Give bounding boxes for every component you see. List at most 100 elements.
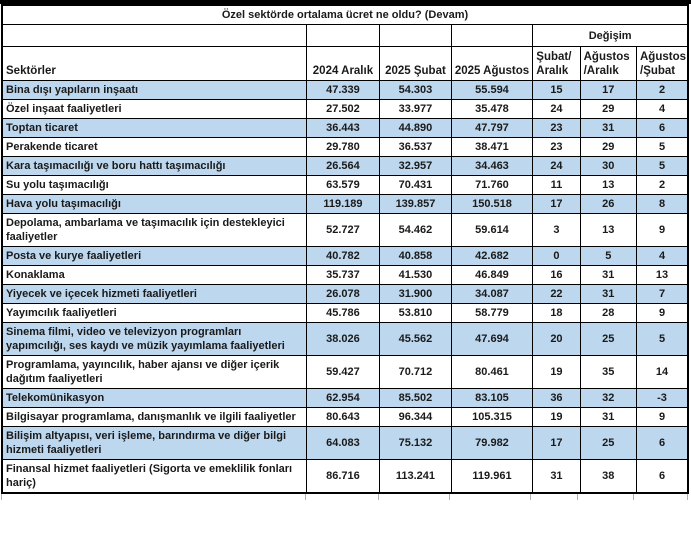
dec-2024-value-cell: 64.083 [305,426,381,460]
change-aug-dec-cell: 28 [579,303,638,323]
feb-2025-value-cell: 139.857 [379,194,452,214]
change-feb-dec-cell: 18 [532,303,581,323]
table-row: Depolama, ambarlama ve taşımacılık için … [1,213,689,247]
table-row: Su yolu taşımacılığı 63.579 70.431 71.760 11… [1,175,689,195]
gridline [577,494,578,500]
dec-2024-value-cell: 62.954 [305,388,381,408]
sector-name-cell: Depolama, ambarlama ve taşımacılık için … [1,213,307,247]
aug-2025-value-cell: 55.594 [450,80,534,100]
aug-2025-value-cell: 35.478 [450,99,534,119]
change-aug-dec-cell: 29 [579,137,638,157]
dec-2024-value-cell: 40.782 [305,246,381,266]
change-feb-dec-cell: 23 [532,137,581,157]
feb-2025-value-cell: 36.537 [379,137,452,157]
change-aug-feb-cell: 2 [636,80,689,100]
dec-2024-value-cell: 119.189 [305,194,381,214]
change-aug-feb-cell: 4 [636,246,689,266]
change-aug-dec-cell: 26 [579,194,638,214]
change-aug-dec-cell: 32 [579,388,638,408]
change-aug-feb-cell: 5 [636,156,689,176]
bottom-gridline-strip [0,494,691,500]
change-aug-feb-cell: 7 [636,284,689,304]
sector-name-cell: Telekomünikasyon [1,388,307,408]
table-row: Kara taşımacılığı ve boru hattı taşımacı… [1,156,689,176]
sector-name-cell: Sinema filmi, video ve televizyon progra… [1,322,307,356]
dec-2024-value-cell: 63.579 [305,175,381,195]
sector-name-cell: Finansal hizmet faaliyetleri (Sigorta ve… [1,459,307,494]
col-header-change-aug-feb: Ağustos /Şubat [636,46,689,81]
change-aug-feb-cell: 2 [636,175,689,195]
dec-2024-value-cell: 80.643 [305,407,381,427]
aug-2025-value-cell: 83.105 [450,388,534,408]
change-aug-dec-cell: 31 [579,118,638,138]
change-aug-dec-cell: 29 [579,99,638,119]
change-aug-dec-cell: 25 [579,426,638,460]
col-header-change-feb-dec: Şubat/ Aralık [532,46,581,81]
dec-2024-value-cell: 29.780 [305,137,381,157]
change-feb-dec-cell: 17 [532,194,581,214]
aug-2025-value-cell: 47.797 [450,118,534,138]
change-aug-feb-cell: 9 [636,303,689,323]
change-aug-feb-cell: 14 [636,355,689,389]
feb-2025-value-cell: 53.810 [379,303,452,323]
change-aug-feb-cell: 6 [636,426,689,460]
sector-name-cell: Yayımcılık faaliyetleri [1,303,307,323]
dec-2024-value-cell: 52.727 [305,213,381,247]
empty-cell [1,24,307,47]
change-feb-dec-cell: 11 [532,175,581,195]
change-aug-feb-cell: 6 [636,118,689,138]
empty-cell [305,24,381,47]
change-feb-dec-cell: 20 [532,322,581,356]
table-row: Finansal hizmet faaliyetleri (Sigorta ve… [1,459,689,494]
sector-name-cell: Bilgisayar programlama, danışmanlık ve i… [1,407,307,427]
sector-name-cell: Perakende ticaret [1,137,307,157]
sector-name-cell: Kara taşımacılığı ve boru hattı taşımacı… [1,156,307,176]
change-aug-feb-cell: 13 [636,265,689,285]
aug-2025-value-cell: 105.315 [450,407,534,427]
aug-2025-value-cell: 58.779 [450,303,534,323]
change-aug-feb-cell: 8 [636,194,689,214]
change-feb-dec-cell: 24 [532,99,581,119]
table-row: Özel inşaat faaliyetleri 27.502 33.977 35.4… [1,99,689,119]
group-header-row: Değişim [1,24,689,47]
wage-table: Özel sektörde ortalama ücret ne oldu? (D… [1,4,689,494]
change-feb-dec-cell: 36 [532,388,581,408]
change-aug-dec-cell: 5 [579,246,638,266]
dec-2024-value-cell: 86.716 [305,459,381,494]
sector-name-cell: Hava yolu taşımacılığı [1,194,307,214]
dec-2024-value-cell: 59.427 [305,355,381,389]
aug-2025-value-cell: 59.614 [450,213,534,247]
gridline [687,494,688,500]
aug-2025-value-cell: 119.961 [450,459,534,494]
col-header-feb-2025: 2025 Şubat [379,46,452,81]
sector-name-cell: Posta ve kurye faaliyetleri [1,246,307,266]
feb-2025-value-cell: 41.530 [379,265,452,285]
sector-name-cell: Özel inşaat faaliyetleri [1,99,307,119]
change-aug-dec-cell: 30 [579,156,638,176]
change-aug-dec-cell: 35 [579,355,638,389]
aug-2025-value-cell: 79.982 [450,426,534,460]
sector-name-cell: Programlama, yayıncılık, haber ajansı ve… [1,355,307,389]
change-group-header: Değişim [532,24,689,47]
table-row: Posta ve kurye faaliyetleri 40.782 40.858 4… [1,246,689,266]
aug-2025-value-cell: 34.087 [450,284,534,304]
dec-2024-value-cell: 47.339 [305,80,381,100]
dec-2024-value-cell: 27.502 [305,99,381,119]
feb-2025-value-cell: 75.132 [379,426,452,460]
change-feb-dec-cell: 17 [532,426,581,460]
change-aug-dec-cell: 38 [579,459,638,494]
feb-2025-value-cell: 54.462 [379,213,452,247]
empty-cell [379,24,452,47]
feb-2025-value-cell: 44.890 [379,118,452,138]
feb-2025-value-cell: 85.502 [379,388,452,408]
feb-2025-value-cell: 70.712 [379,355,452,389]
aug-2025-value-cell: 34.463 [450,156,534,176]
sector-name-cell: Su yolu taşımacılığı [1,175,307,195]
col-header-dec-2024: 2024 Aralık [305,46,381,81]
gridline [1,494,2,500]
change-feb-dec-cell: 24 [532,156,581,176]
dec-2024-value-cell: 26.564 [305,156,381,176]
column-header-row: Sektörler 2024 Aralık 2025 Şubat 2025 Ağ… [1,46,689,81]
change-feb-dec-cell: 0 [532,246,581,266]
table-body: Bina dışı yapıların inşaatı 47.339 54.303 5… [1,80,689,494]
